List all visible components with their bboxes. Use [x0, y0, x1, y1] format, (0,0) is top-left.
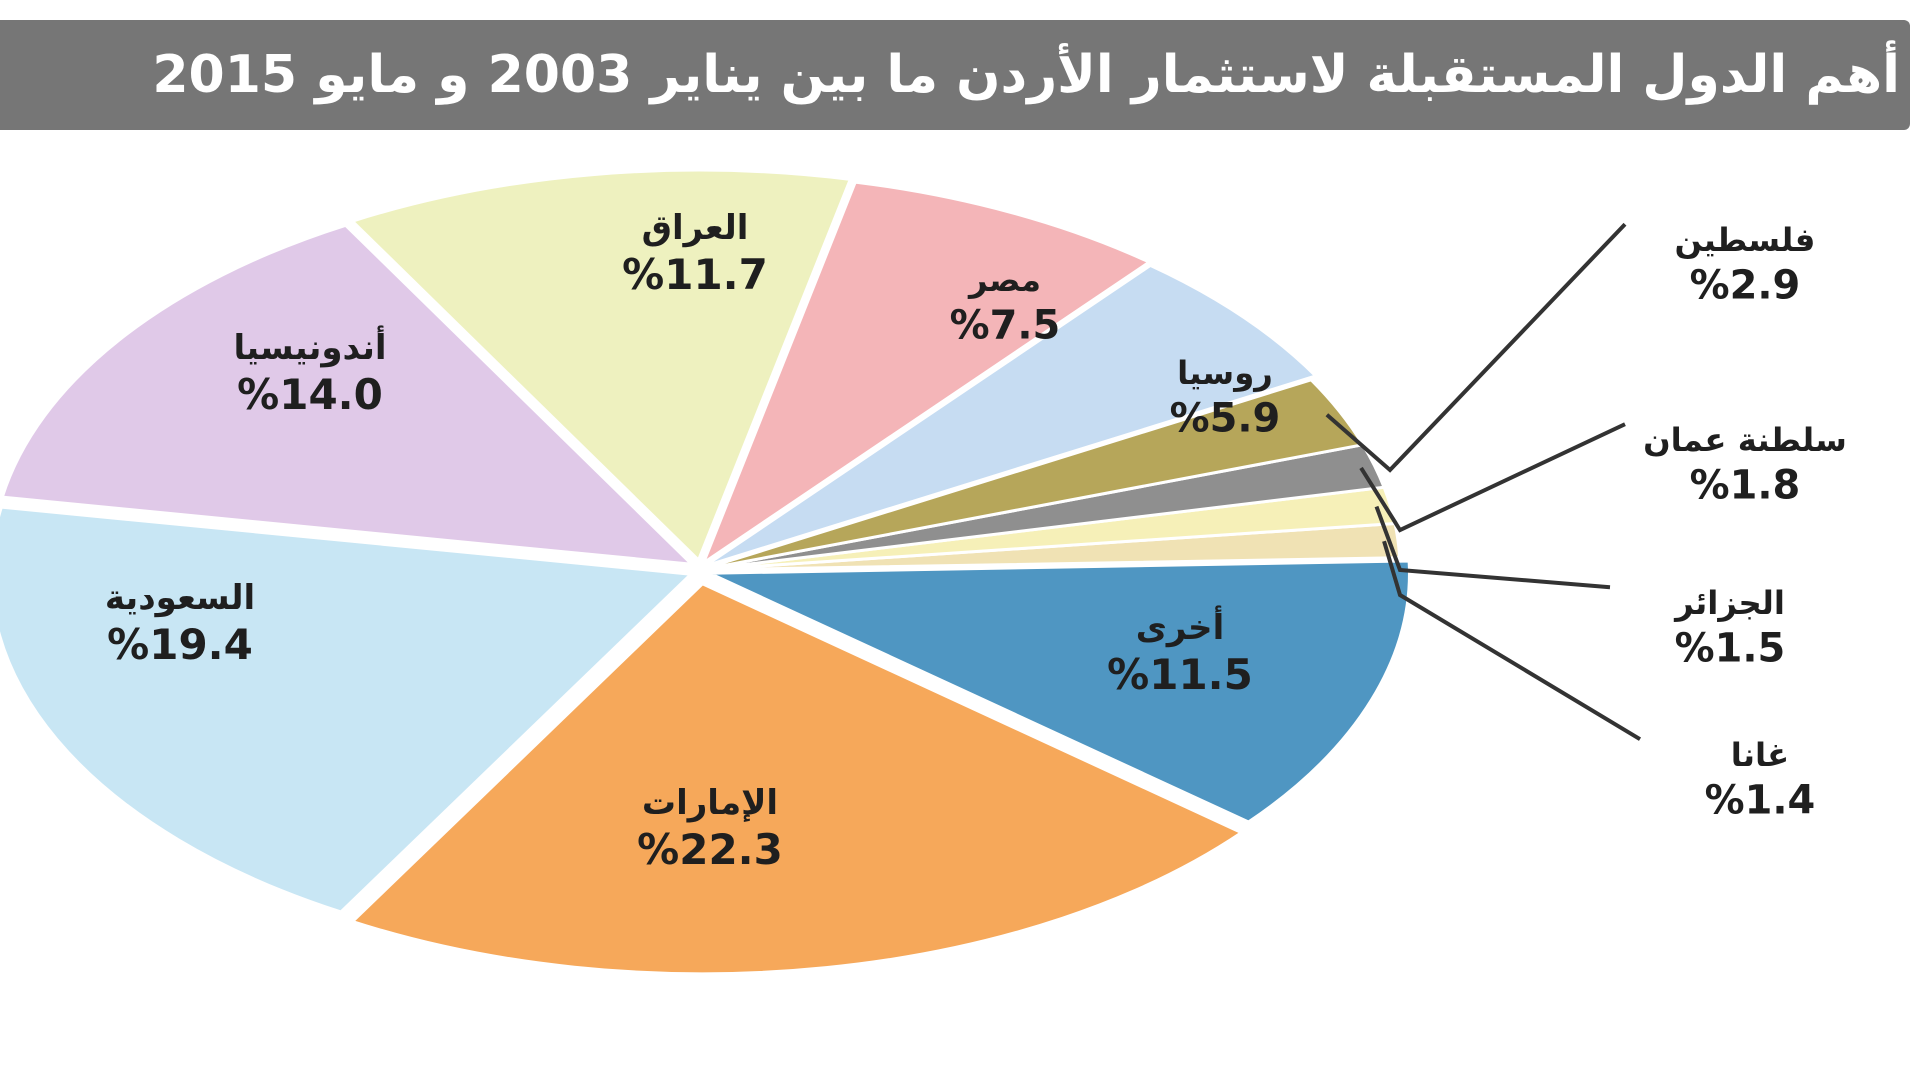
leader-line [1325, 222, 1627, 473]
slice-value-label: %5.9 [1170, 395, 1281, 441]
slice-value-label: %1.4 [1705, 777, 1816, 823]
slice-category-label: روسيا [1177, 354, 1273, 392]
slice-value-label: %14.0 [237, 370, 383, 419]
slice-category-label: السعودية [105, 578, 255, 618]
pie-slice [0, 223, 696, 567]
leader-line [1382, 540, 1642, 741]
pie-slice [349, 168, 853, 563]
slice-value-label: %7.5 [950, 302, 1061, 348]
slice-category-label: سلطنة عمان [1643, 421, 1847, 459]
slice-value-label: %1.8 [1690, 462, 1801, 508]
slice-value-label: %19.4 [107, 620, 253, 669]
slice-value-label: %22.3 [637, 825, 783, 874]
pie-slice [0, 505, 695, 914]
pie-slice [708, 559, 1411, 824]
pie-slice [703, 263, 1319, 568]
slice-category-label: الإمارات [642, 783, 778, 823]
slice-category-label: الجزائر [1673, 584, 1785, 622]
slice-category-label: غانا [1731, 736, 1789, 774]
slice-category-label: أندونيسيا [233, 325, 386, 368]
pie-slice [349, 581, 1245, 976]
slice-category-label: العراق [642, 208, 749, 248]
slice-category-label: مصر [967, 261, 1041, 299]
slice-value-label: %1.5 [1675, 625, 1786, 671]
slice-value-label: %11.7 [622, 250, 768, 299]
chart-title: أهم الدول المستقبلة لاستثمار الأردن ما ب… [152, 45, 1900, 105]
leader-line [1359, 422, 1626, 533]
slice-category-label: فلسطين [1675, 221, 1816, 259]
slice-value-label: %2.9 [1690, 262, 1801, 308]
chart-title-bar: أهم الدول المستقبلة لاستثمار الأردن ما ب… [0, 20, 1910, 130]
pie-slice [700, 180, 1153, 567]
leader-line [1374, 505, 1611, 590]
slice-category-label: أخرى [1136, 605, 1224, 648]
slice-value-label: %11.5 [1107, 650, 1253, 699]
